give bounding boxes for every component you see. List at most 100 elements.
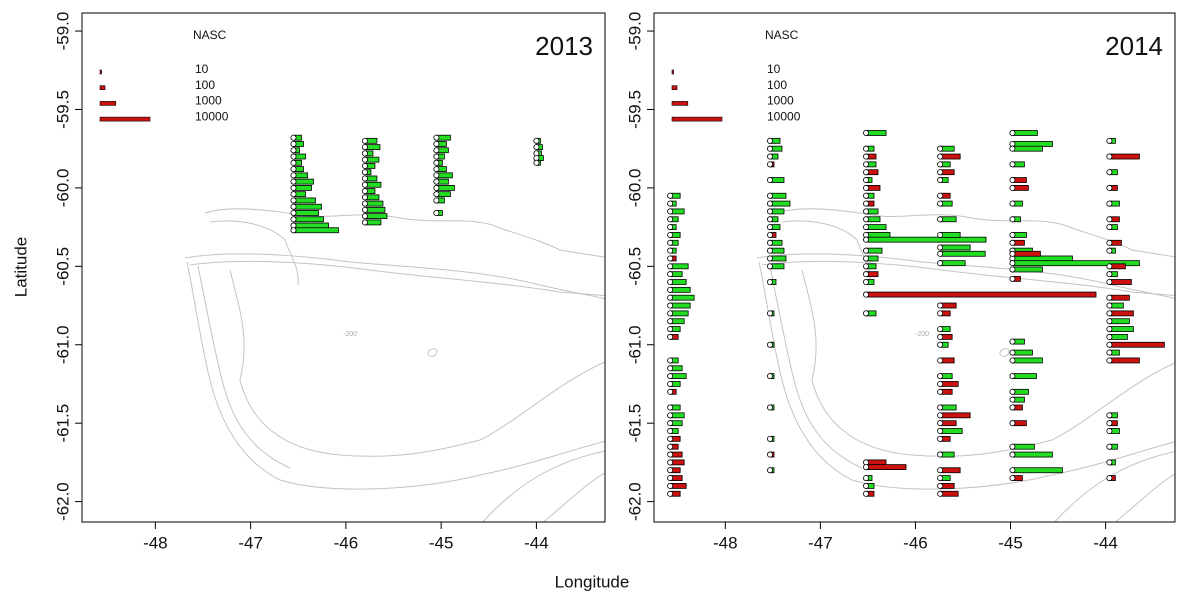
station (1106, 420, 1113, 427)
station (667, 357, 674, 364)
station (937, 482, 944, 489)
station (937, 231, 944, 238)
nasc-bar (939, 250, 986, 257)
station (766, 161, 773, 168)
station (863, 224, 870, 231)
station (1009, 145, 1016, 152)
station (1106, 216, 1113, 223)
nasc-bar (939, 412, 971, 419)
legend-title: NASC (193, 28, 227, 42)
y-tick-label: -60.5 (53, 247, 72, 286)
station (433, 134, 440, 141)
y-tick-label: -62.0 (625, 482, 644, 521)
station (1009, 260, 1016, 267)
legend-bar (671, 85, 678, 90)
station (863, 184, 870, 191)
station (290, 159, 297, 166)
station (1106, 341, 1113, 348)
nasc-bar (939, 232, 961, 238)
station (937, 467, 944, 474)
station (937, 341, 944, 348)
station (361, 188, 368, 195)
legend-label: 10 (767, 62, 781, 76)
station (433, 172, 440, 179)
station (667, 279, 674, 286)
station (1106, 459, 1113, 466)
station (667, 224, 674, 231)
station (863, 263, 870, 270)
station (433, 166, 440, 173)
station (1009, 451, 1016, 458)
station (937, 428, 944, 435)
station (1009, 216, 1016, 223)
station (937, 192, 944, 199)
nasc-bar (669, 302, 691, 309)
nasc-bar (293, 227, 339, 234)
station (1009, 161, 1016, 168)
station (290, 203, 297, 210)
nasc-bar (939, 428, 963, 434)
nasc-bar (1012, 250, 1041, 257)
transect-layer (667, 129, 1165, 497)
plot-frame (653, 12, 1176, 523)
x-tick-label: -44 (524, 533, 549, 552)
station (1009, 177, 1016, 184)
station (667, 302, 674, 309)
x-tick-label: -45 (998, 533, 1023, 552)
station (863, 169, 870, 176)
y-tick-label: -61.0 (625, 325, 644, 364)
station (863, 490, 870, 497)
station (667, 247, 674, 254)
station (1106, 184, 1113, 191)
station (667, 428, 674, 435)
nasc-bar (1108, 153, 1140, 160)
station (937, 145, 944, 152)
station (937, 250, 944, 257)
station (766, 310, 773, 317)
station (937, 200, 944, 207)
station (667, 310, 674, 317)
legend-bar (99, 69, 102, 75)
station (1106, 153, 1113, 160)
station (937, 475, 944, 482)
station (863, 208, 870, 215)
legend-label: 100 (195, 78, 215, 92)
plot-frame (81, 12, 606, 523)
panel-title: 2013 (535, 31, 593, 61)
station (667, 231, 674, 238)
y-tick-label: -59.5 (53, 90, 72, 129)
station (667, 200, 674, 207)
station (937, 435, 944, 442)
station (766, 341, 773, 348)
station (766, 216, 773, 223)
station (667, 286, 674, 293)
station (667, 373, 674, 380)
station (1009, 184, 1016, 191)
nasc-bar (939, 153, 961, 160)
legend-bar (99, 116, 151, 122)
x-tick-label: -47 (808, 533, 833, 552)
contour-label: -200 (915, 331, 929, 338)
station (1106, 279, 1113, 286)
station (433, 153, 440, 160)
y-tick-label: -61.5 (625, 404, 644, 443)
nasc-bar (1012, 141, 1053, 147)
station (937, 451, 944, 458)
station (1106, 318, 1113, 325)
station (863, 482, 870, 489)
station (1106, 271, 1113, 278)
station (863, 216, 870, 223)
station (290, 216, 297, 223)
panel-title: 2014 (1105, 31, 1163, 61)
station (667, 255, 674, 262)
nasc-bar (293, 178, 314, 185)
nasc-bar (1108, 341, 1165, 348)
x-axis-label: Longitude (555, 572, 630, 591)
legend-bar (671, 101, 689, 106)
station (667, 388, 674, 395)
station (433, 197, 440, 204)
nasc-bar (364, 206, 386, 213)
station (533, 137, 540, 144)
station (1106, 333, 1113, 340)
station (863, 129, 870, 136)
